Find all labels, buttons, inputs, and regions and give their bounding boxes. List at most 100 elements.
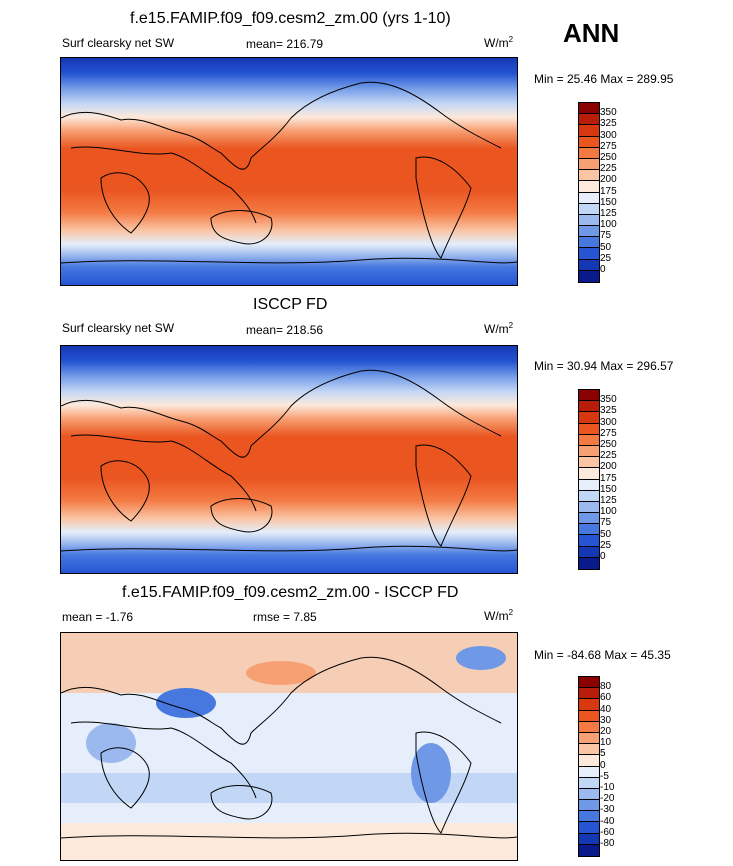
colorbar-box: [579, 412, 599, 424]
colorbar-tick-label: 175: [600, 185, 617, 197]
colorbar-box: [579, 259, 599, 271]
colorbar-box: [579, 811, 599, 823]
coastline: [61, 369, 517, 552]
panel-2-mean: mean= 218.56: [246, 323, 324, 337]
colorbar-box: [579, 125, 599, 137]
colorbar-tick-label: 350: [600, 394, 617, 406]
colorbar-box: [579, 479, 599, 491]
colorbar-tick-label: 0: [600, 264, 606, 275]
colorbar-tick-label: 200: [600, 174, 617, 186]
colorbar-box: [579, 822, 599, 834]
colorbar-tick-label: 250: [600, 439, 617, 450]
colorbar-box: [579, 181, 599, 193]
panel-1-mean: mean= 216.79: [246, 37, 324, 51]
colorbar-tick-label: 25: [600, 539, 612, 551]
colorbar-box: [579, 147, 599, 159]
colorbar-tick-label: 50: [600, 241, 612, 253]
colorbar-box: [579, 457, 599, 469]
colorbar-box: [579, 270, 599, 282]
colorbar-box: [579, 226, 599, 238]
colorbar-tick-label: 275: [600, 140, 617, 152]
season-label: ANN: [563, 18, 620, 48]
colorbar-tick-label: 150: [600, 196, 617, 208]
panel-1-minmax: Min = 25.46 Max = 289.95: [534, 72, 674, 86]
panel-2-title: ISCCP FD: [253, 296, 328, 313]
colorbar-tick-label: 325: [600, 118, 617, 130]
colorbar-tick-label: 225: [600, 450, 617, 462]
colorbar-tick-label: 75: [600, 517, 612, 529]
colorbar-box: [579, 468, 599, 480]
colorbar-box: [579, 434, 599, 446]
colorbar-box: [579, 248, 599, 260]
colorbar-tick-label: 300: [600, 416, 617, 428]
colorbar-tick-label: 350: [600, 107, 617, 119]
colorbar-box: [579, 158, 599, 171]
colorbar-tick-label: 275: [600, 427, 617, 439]
colorbar-box: [579, 445, 599, 458]
panel-3-rmse: rmse = 7.85: [253, 610, 317, 624]
colorbar-box: [579, 844, 599, 856]
colorbar-tick-label: -5: [600, 770, 609, 782]
colorbar-box: [579, 390, 599, 402]
colorbar-box: [579, 401, 599, 413]
colorbar-box: [579, 192, 599, 204]
colorbar-box: [579, 732, 599, 745]
colorbar-box: [579, 546, 599, 558]
colorbar-tick-label: 20: [600, 726, 612, 737]
colorbar-box: [579, 755, 599, 767]
colorbar-tick-label: 75: [600, 230, 612, 242]
coastline: [61, 656, 517, 839]
colorbar-tick-label: 325: [600, 405, 617, 417]
panel-1-colorbar: [578, 102, 600, 283]
colorbar-tick-label: 60: [600, 692, 612, 704]
colorbar-tick-label: 300: [600, 129, 617, 141]
colorbar-box: [579, 800, 599, 812]
colorbar-tick-label: 25: [600, 252, 612, 264]
colorbar-box: [579, 214, 599, 227]
colorbar-box: [579, 744, 599, 756]
panel-2-minmax: Min = 30.94 Max = 296.57: [534, 359, 674, 373]
panel-1-variable-label: Surf clearsky net SW: [62, 36, 175, 50]
colorbar-tick-label: 40: [600, 703, 612, 715]
panel-3-colorbar: [578, 676, 600, 857]
colorbar-box: [579, 677, 599, 689]
colorbar-tick-label: 175: [600, 472, 617, 484]
colorbar-box: [579, 423, 599, 435]
colorbar-box: [579, 721, 599, 733]
colorbar-box: [579, 203, 599, 215]
colorbar-box: [579, 237, 599, 249]
panel-2-map: [60, 345, 518, 574]
colorbar-tick-label: -10: [600, 782, 615, 793]
colorbar-tick-label: 150: [600, 483, 617, 495]
colorbar-box: [579, 535, 599, 547]
colorbar-tick-label: -60: [600, 826, 615, 838]
colorbar-box: [579, 170, 599, 182]
colorbar-box: [579, 688, 599, 700]
colorbar-box: [579, 524, 599, 536]
colorbar-box: [579, 513, 599, 525]
panel-2-colorbar: [578, 389, 600, 570]
colorbar-tick-label: -30: [600, 804, 615, 816]
colorbar-box: [579, 710, 599, 722]
colorbar-tick-label: 10: [600, 737, 612, 749]
colorbar-tick-label: 125: [600, 495, 617, 506]
colorbar-box: [579, 114, 599, 126]
panel-3-mean: mean = -1.76: [62, 610, 134, 624]
colorbar-box: [579, 699, 599, 711]
colorbar-box: [579, 833, 599, 845]
panel-1-map: [60, 57, 518, 286]
colorbar-tick-label: 80: [600, 681, 612, 693]
colorbar-tick-label: 0: [600, 551, 606, 562]
panel-1-units: W/m2: [484, 35, 514, 50]
panel-3-minmax: Min = -84.68 Max = 45.35: [534, 648, 671, 662]
colorbar-tick-label: 100: [600, 219, 617, 231]
colorbar-tick-label: 125: [600, 208, 617, 219]
colorbar-tick-label: -40: [600, 815, 615, 827]
panel-1-title: f.e15.FAMIP.f09_f09.cesm2_zm.00 (yrs 1-1…: [130, 10, 451, 27]
colorbar-tick-label: 50: [600, 528, 612, 540]
colorbar-tick-label: 100: [600, 506, 617, 518]
colorbar-tick-label: 0: [600, 759, 606, 771]
panel-3-units: W/m2: [484, 608, 514, 623]
colorbar-tick-label: -80: [600, 838, 615, 849]
colorbar-tick-label: 5: [600, 748, 606, 760]
